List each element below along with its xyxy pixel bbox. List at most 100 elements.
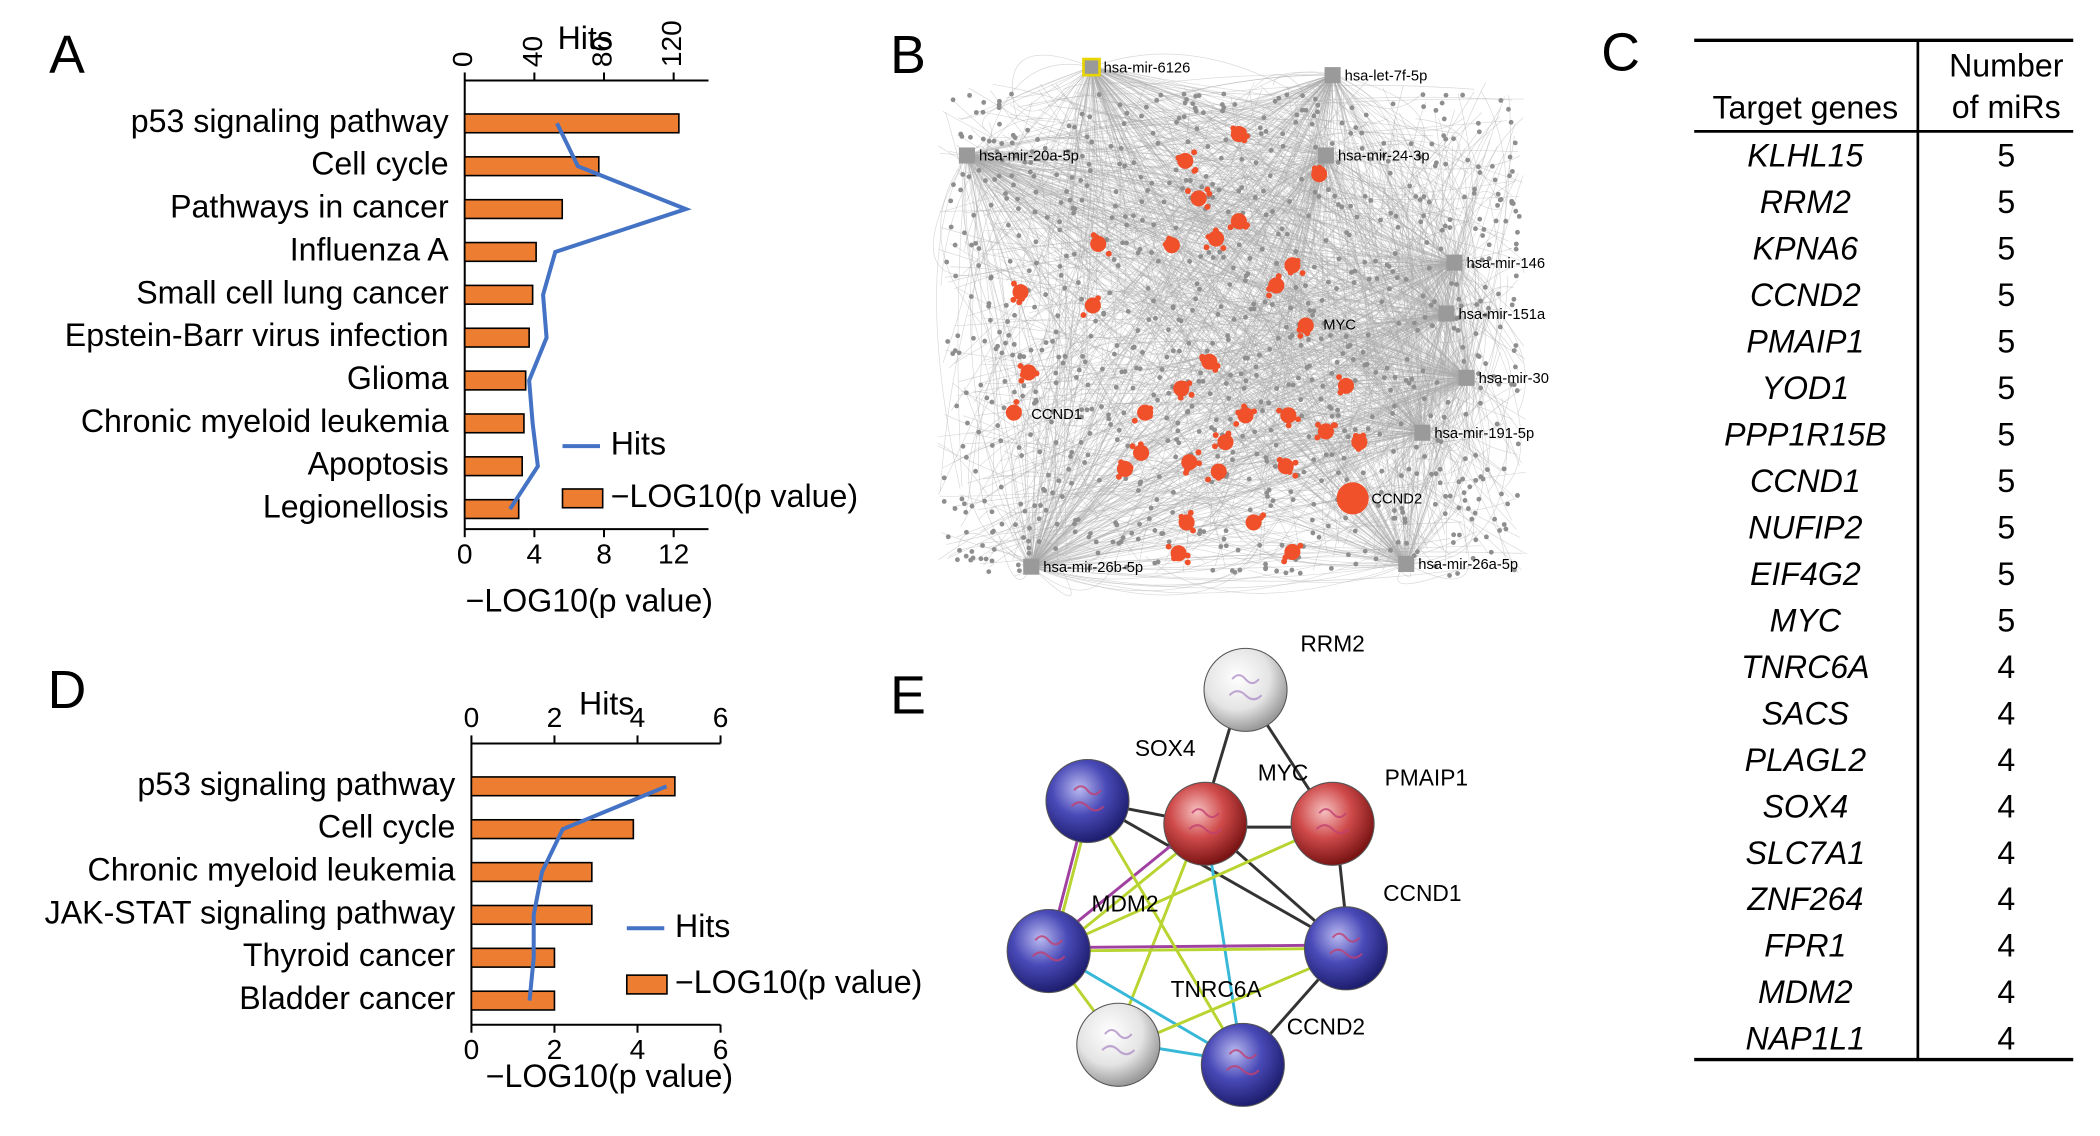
network-node xyxy=(1178,318,1184,324)
target-gene-node xyxy=(1237,407,1254,424)
network-node xyxy=(1112,351,1117,357)
network-node xyxy=(1072,206,1078,212)
network-node xyxy=(1453,316,1459,321)
network-node xyxy=(1200,110,1206,116)
network-node xyxy=(1130,385,1136,391)
target-gene-node xyxy=(1227,224,1234,231)
network-edge xyxy=(1276,135,1423,433)
network-edge xyxy=(1340,366,1418,565)
network-edge xyxy=(1031,515,1408,567)
network-edge xyxy=(1114,155,1327,427)
network-node xyxy=(1033,389,1039,395)
protein-label: MDM2 xyxy=(1092,891,1159,917)
network-node xyxy=(1145,188,1151,193)
network-edge xyxy=(1393,432,1434,564)
network-node xyxy=(1221,536,1227,542)
network-node xyxy=(941,475,947,481)
network-edge xyxy=(1004,123,1326,166)
target-gene-node xyxy=(1336,374,1342,380)
network-node xyxy=(1403,276,1409,282)
network-node xyxy=(1279,226,1285,232)
network-node xyxy=(1124,222,1130,228)
table-header: Target genes xyxy=(1712,89,1898,125)
network-node xyxy=(1303,283,1308,289)
network-edge xyxy=(986,74,1333,437)
network-edge xyxy=(1091,66,1461,401)
mirna-node xyxy=(1082,57,1101,77)
network-edge xyxy=(1294,75,1333,419)
bar xyxy=(463,284,534,305)
network-node xyxy=(1064,189,1069,194)
network-node xyxy=(1066,466,1072,472)
network-node xyxy=(1007,258,1013,264)
network-node xyxy=(1088,333,1094,339)
network-edge xyxy=(1061,155,1327,419)
network-edge xyxy=(969,137,1032,567)
x-axis-label: −LOG10(p value) xyxy=(466,582,713,618)
bar xyxy=(463,156,600,177)
network-node xyxy=(966,174,972,180)
network-edge xyxy=(1406,505,1464,565)
protein-label: RRM2 xyxy=(1300,631,1364,657)
network-node xyxy=(1258,131,1264,137)
network-edge xyxy=(1158,192,1407,565)
network-edge xyxy=(1030,249,1433,567)
network-node xyxy=(1143,104,1149,110)
network-node xyxy=(1339,120,1345,126)
network-edge xyxy=(966,155,1441,282)
network-edge xyxy=(1091,66,1201,415)
protein-label: SOX4 xyxy=(1135,735,1196,761)
network-edge xyxy=(1181,432,1423,487)
network-node xyxy=(1184,409,1190,415)
network-edge xyxy=(1447,168,1491,379)
target-gene-node xyxy=(1251,408,1258,415)
network-edge xyxy=(1299,310,1447,424)
network-edge xyxy=(987,155,1327,363)
target-gene-node xyxy=(1115,473,1122,480)
network-edge xyxy=(1419,194,1447,314)
network-edge xyxy=(966,101,1033,167)
network-edge xyxy=(1030,420,1098,567)
network-node xyxy=(1080,353,1086,359)
network-edge xyxy=(1341,313,1447,489)
network-node xyxy=(1225,209,1231,215)
network-edge xyxy=(1303,107,1354,163)
network-edge xyxy=(1313,416,1407,565)
network-node xyxy=(1439,100,1445,106)
network-edge xyxy=(1332,75,1525,437)
table-gene: MDM2 xyxy=(1758,974,1853,1010)
network-edge xyxy=(1210,121,1467,379)
network-node xyxy=(1443,92,1449,98)
network-node xyxy=(1135,536,1141,542)
network-edge xyxy=(1206,113,1467,379)
network-edge xyxy=(1091,66,1300,153)
table-gene: KPNA6 xyxy=(1753,231,1858,267)
network-edge xyxy=(1253,248,1467,379)
network-node xyxy=(1084,407,1090,413)
network-edge xyxy=(1065,361,1467,408)
network-edge xyxy=(1325,155,1412,363)
network-edge xyxy=(1066,74,1333,145)
network-node xyxy=(1197,528,1203,534)
network-node xyxy=(1353,561,1359,567)
network-node xyxy=(1515,441,1521,447)
network-edge xyxy=(1167,142,1326,178)
network-node xyxy=(1122,214,1128,219)
network-node xyxy=(1318,336,1324,342)
network-edge xyxy=(991,188,1467,379)
network-node xyxy=(1323,238,1329,243)
network-node xyxy=(1329,370,1335,376)
network-edge xyxy=(1031,438,1468,567)
network-node xyxy=(1033,239,1039,245)
network-node xyxy=(1073,375,1079,380)
network-node xyxy=(1307,363,1312,369)
table-gene: PMAIP1 xyxy=(1746,324,1864,360)
network-edge xyxy=(1199,74,1333,388)
network-edge xyxy=(1418,313,1447,551)
network-edge xyxy=(1091,67,1122,264)
network-edge xyxy=(1045,66,1092,263)
network-node xyxy=(1026,538,1031,544)
network-edge xyxy=(954,74,1333,289)
network-edge xyxy=(1417,377,1482,463)
network-edge xyxy=(1286,377,1467,491)
